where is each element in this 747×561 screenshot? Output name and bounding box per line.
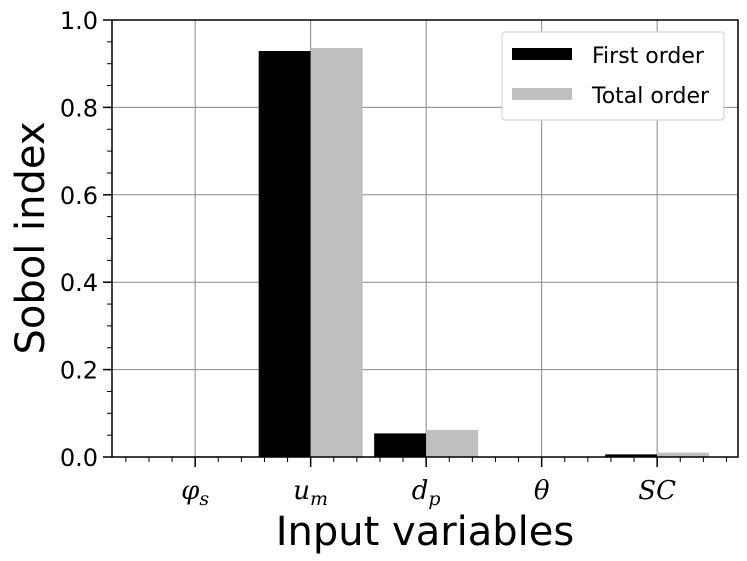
- bar-total-order: [657, 452, 710, 457]
- legend: First order Total order: [501, 31, 725, 121]
- x-tick-label: um: [293, 476, 328, 510]
- bars: [195, 47, 710, 458]
- y-tick-label: 0.6: [60, 182, 98, 210]
- y-tick-label: 1.0: [60, 7, 98, 35]
- y-tick-label: 0.4: [60, 269, 98, 297]
- bar-first-order: [374, 433, 427, 457]
- x-tick-label: φs: [181, 476, 209, 510]
- y-tick-label: 0.8: [60, 94, 98, 122]
- legend-label-total-order: Total order: [591, 84, 710, 109]
- y-tick-label: 0.2: [60, 357, 98, 385]
- bar-first-order: [605, 454, 658, 457]
- tick-labels: 0.0 0.2 0.4 0.6 0.8 1.0 φs um dp θ SC: [60, 7, 676, 510]
- bar-total-order: [310, 47, 363, 458]
- y-axis-title: Sobol index: [8, 122, 54, 355]
- x-tick-label: SC: [638, 476, 676, 506]
- y-tick-label: 0.0: [60, 444, 98, 472]
- legend-swatch-total-order: [512, 88, 572, 100]
- x-axis-title: Input variables: [276, 509, 575, 555]
- axis-ticks: [103, 19, 727, 467]
- legend-swatch-first-order: [512, 48, 572, 60]
- bar-first-order: [258, 51, 311, 457]
- legend-label-first-order: First order: [592, 44, 705, 69]
- x-tick-label: θ: [534, 476, 550, 506]
- bar-total-order: [426, 429, 479, 457]
- x-tick-label: dp: [412, 476, 441, 510]
